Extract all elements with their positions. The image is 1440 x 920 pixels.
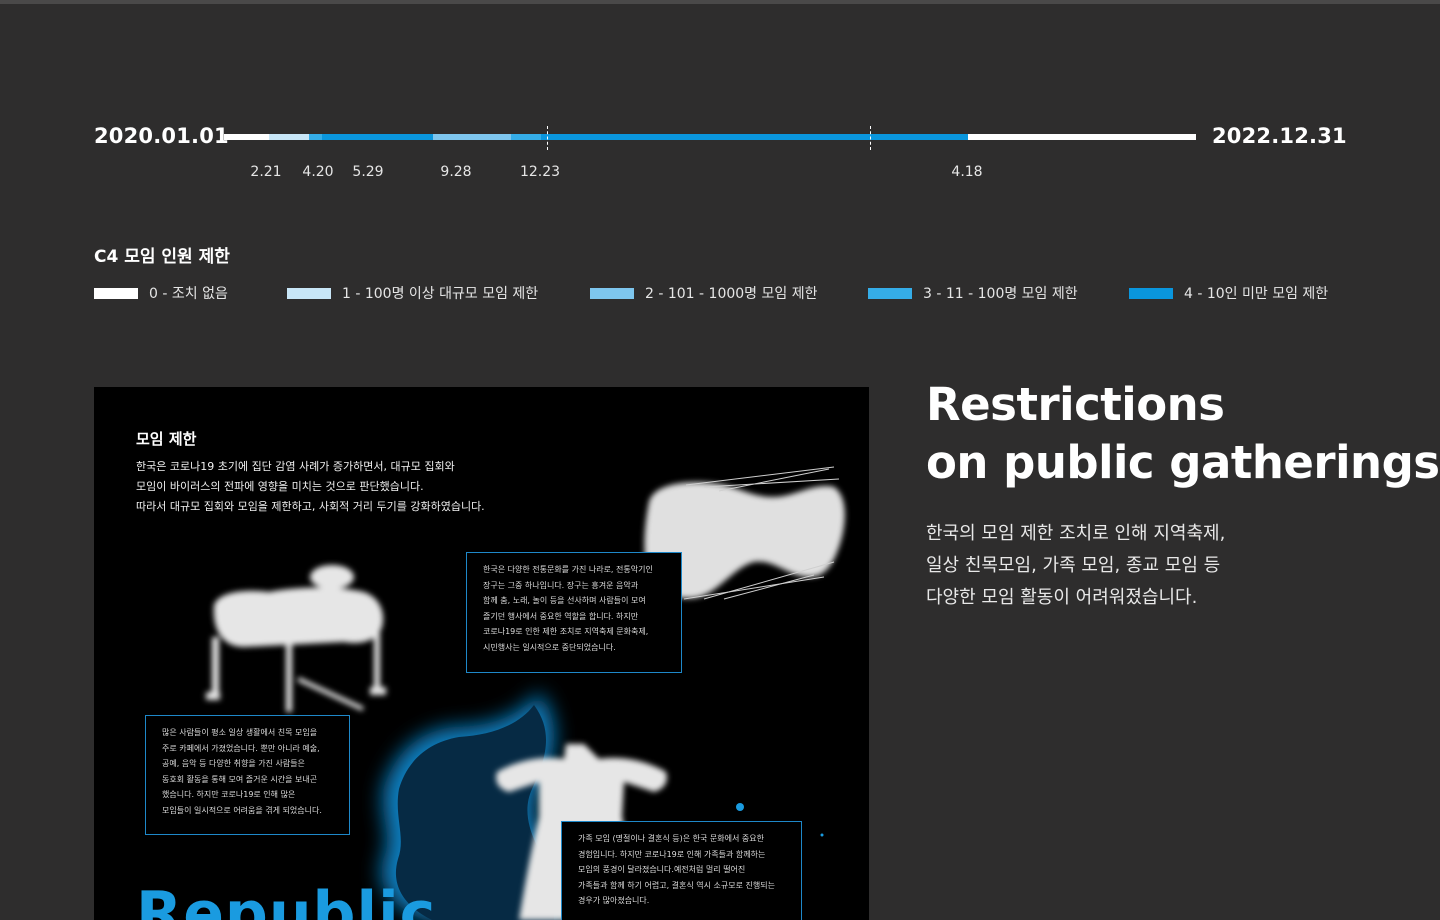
legend-item-4: 4 - 10인 미만 모임 제한 (1129, 283, 1328, 303)
timeline-bar (224, 134, 1196, 140)
info-box-line: 동호회 활동을 통해 모여 즐거운 시간을 보내곤 (162, 774, 318, 784)
timeline-segment-level-4 (540, 134, 968, 140)
timeline-tick-label: 12.23 (519, 164, 561, 180)
description-line: 한국의 모임 제한 조치로 인해 지역축제, (926, 523, 1226, 544)
table-silhouette (206, 565, 386, 712)
timeline-segment-level-3 (510, 134, 525, 140)
timeline-end-date: 2022.12.31 (1212, 124, 1347, 148)
poster-image: 모임 제한 한국은 코로나19 초기에 집단 감염 사례가 증가하면서, 대규모… (94, 387, 869, 920)
section-headline: Restrictions on public gatherings (926, 376, 1440, 492)
timeline-start-date: 2020.01.01 (94, 124, 229, 148)
info-box-line: 경우가 많아졌습니다. (578, 896, 650, 905)
info-box-line: 했습니다. 하지만 코로나19로 인해 많은 (162, 790, 296, 799)
poster-intro-line: 따라서 대규모 집회와 모임을 제한하고, 사회적 거리 두기를 강화하였습니다… (136, 500, 485, 513)
timeline-segment-level-4 (356, 134, 433, 140)
timeline-segment-level-4 (321, 134, 357, 140)
legend-label: 4 - 10인 미만 모임 제한 (1184, 286, 1329, 302)
legend-label: 2 - 101 - 1000명 모임 제한 (645, 286, 818, 302)
poster-title: 모임 제한 (136, 430, 197, 448)
legend-item-0: 0 - 조치 없음 (94, 283, 228, 303)
info-box-line: 코로나19로 인한 제한 조치로 지역축제 문화축제, (483, 627, 649, 636)
legend-swatch (1129, 287, 1173, 299)
timeline-tick-label: 9.28 (440, 164, 472, 180)
timeline-marker-2022 (870, 126, 871, 150)
info-box-line: 모임들이 일시적으로 어려움을 겪게 되었습니다. (162, 805, 322, 815)
timeline-segment-level-3 (309, 134, 322, 140)
info-box-line: 모임의 풍경이 달라졌습니다.예전처럼 멀리 떨어진 (578, 865, 746, 874)
info-box-line: 경험입니다. 하지만 코로나19로 인해 가족들과 함께하는 (578, 849, 766, 859)
timeline-segment-level-3 (524, 134, 541, 140)
info-box-line: 공예, 음악 등 다양한 취향을 가진 사람들은 (162, 759, 305, 768)
poster-intro-line: 한국은 코로나19 초기에 집단 감염 사례가 증가하면서, 대규모 집회와 (136, 460, 455, 473)
info-box-line: 가족들과 함께 하기 어렵고, 결혼식 역시 소규모로 진행되는 (578, 880, 775, 890)
legend-swatch (94, 287, 138, 299)
legend-label: 1 - 100명 이상 대규모 모임 제한 (342, 286, 539, 302)
janggu-drum-silhouette (644, 466, 845, 600)
legend-label: 3 - 11 - 100명 모임 제한 (923, 286, 1078, 302)
timeline-tick-label: 5.29 (352, 164, 384, 180)
legend-item-3: 3 - 11 - 100명 모임 제한 (868, 283, 1078, 303)
timeline-segment-level-1 (269, 134, 310, 140)
description-line: 다양한 모임 활동이 어려워졌습니다. (926, 587, 1198, 608)
info-box-line: 한국은 다양한 전통문화를 가진 나라로, 전통악기인 (483, 565, 653, 574)
info-box-line: 가족 모임 (명절이나 결혼식 등)은 한국 문화에서 중요한 (578, 834, 764, 843)
legend-swatch (590, 287, 634, 299)
timeline-tick-label: 4.20 (302, 164, 334, 180)
info-box-line: 시민행사는 일시적으로 중단되었습니다. (483, 642, 616, 652)
info-box-line: 많은 사람들이 평소 일상 생활에서 친목 모임을 (162, 728, 318, 737)
info-box-social-gatherings: 많은 사람들이 평소 일상 생활에서 친목 모임을 주로 카페에서 가졌었습니다… (145, 715, 350, 835)
info-box-line: 즐기던 행사에서 중요한 역할을 합니다. 하지만 (483, 611, 639, 621)
legend-item-1: 1 - 100명 이상 대규모 모임 제한 (287, 283, 538, 303)
map-dot (736, 803, 744, 811)
info-box-family-gatherings: 가족 모임 (명절이나 결혼식 등)은 한국 문화에서 중요한 경험입니다. 하… (561, 821, 802, 920)
info-box-line: 주로 카페에서 가졌었습니다. 뿐만 아니라 예술, (162, 743, 320, 753)
legend-swatch (868, 287, 912, 299)
korea-map-shape (381, 692, 564, 920)
timeline-marker-2021 (547, 126, 548, 150)
description-line: 일상 친목모임, 가족 모임, 종교 모임 등 (926, 555, 1221, 576)
window-top-strip (0, 0, 1440, 4)
info-box-janggu: 한국은 다양한 전통문화를 가진 나라로, 전통악기인 장구는 그중 하나입니다… (466, 552, 682, 673)
timeline-segment-level-2 (464, 134, 511, 140)
section-description: 한국의 모임 제한 조치로 인해 지역축제, 일상 친목모임, 가족 모임, 종… (926, 518, 1225, 614)
info-box-line: 함께 춤, 노래, 놀이 등을 선사하며 사람들이 모여 (483, 596, 646, 605)
timeline-tick-label: 2.21 (250, 164, 282, 180)
timeline-tick-label: 4.18 (951, 164, 983, 180)
poster-intro-text: 한국은 코로나19 초기에 집단 감염 사례가 증가하면서, 대규모 집회와 모… (136, 457, 556, 517)
headline-line: on public gatherings (926, 436, 1440, 489)
legend-item-2: 2 - 101 - 1000명 모임 제한 (590, 283, 817, 303)
info-box-line: 장구는 그중 하나입니다. 장구는 흥겨운 음악과 (483, 580, 639, 590)
poster-intro-line: 모임이 바이러스의 전파에 영향을 미치는 것으로 판단했습니다. (136, 480, 424, 493)
headline-line: Restrictions (926, 378, 1225, 431)
legend-swatch (287, 287, 331, 299)
legend-title: C4 모임 인원 제한 (94, 247, 230, 267)
map-dot (820, 833, 824, 837)
poster-big-word: Republic (136, 879, 437, 920)
timeline-segment-level-2 (432, 134, 465, 140)
legend-label: 0 - 조치 없음 (149, 286, 228, 302)
